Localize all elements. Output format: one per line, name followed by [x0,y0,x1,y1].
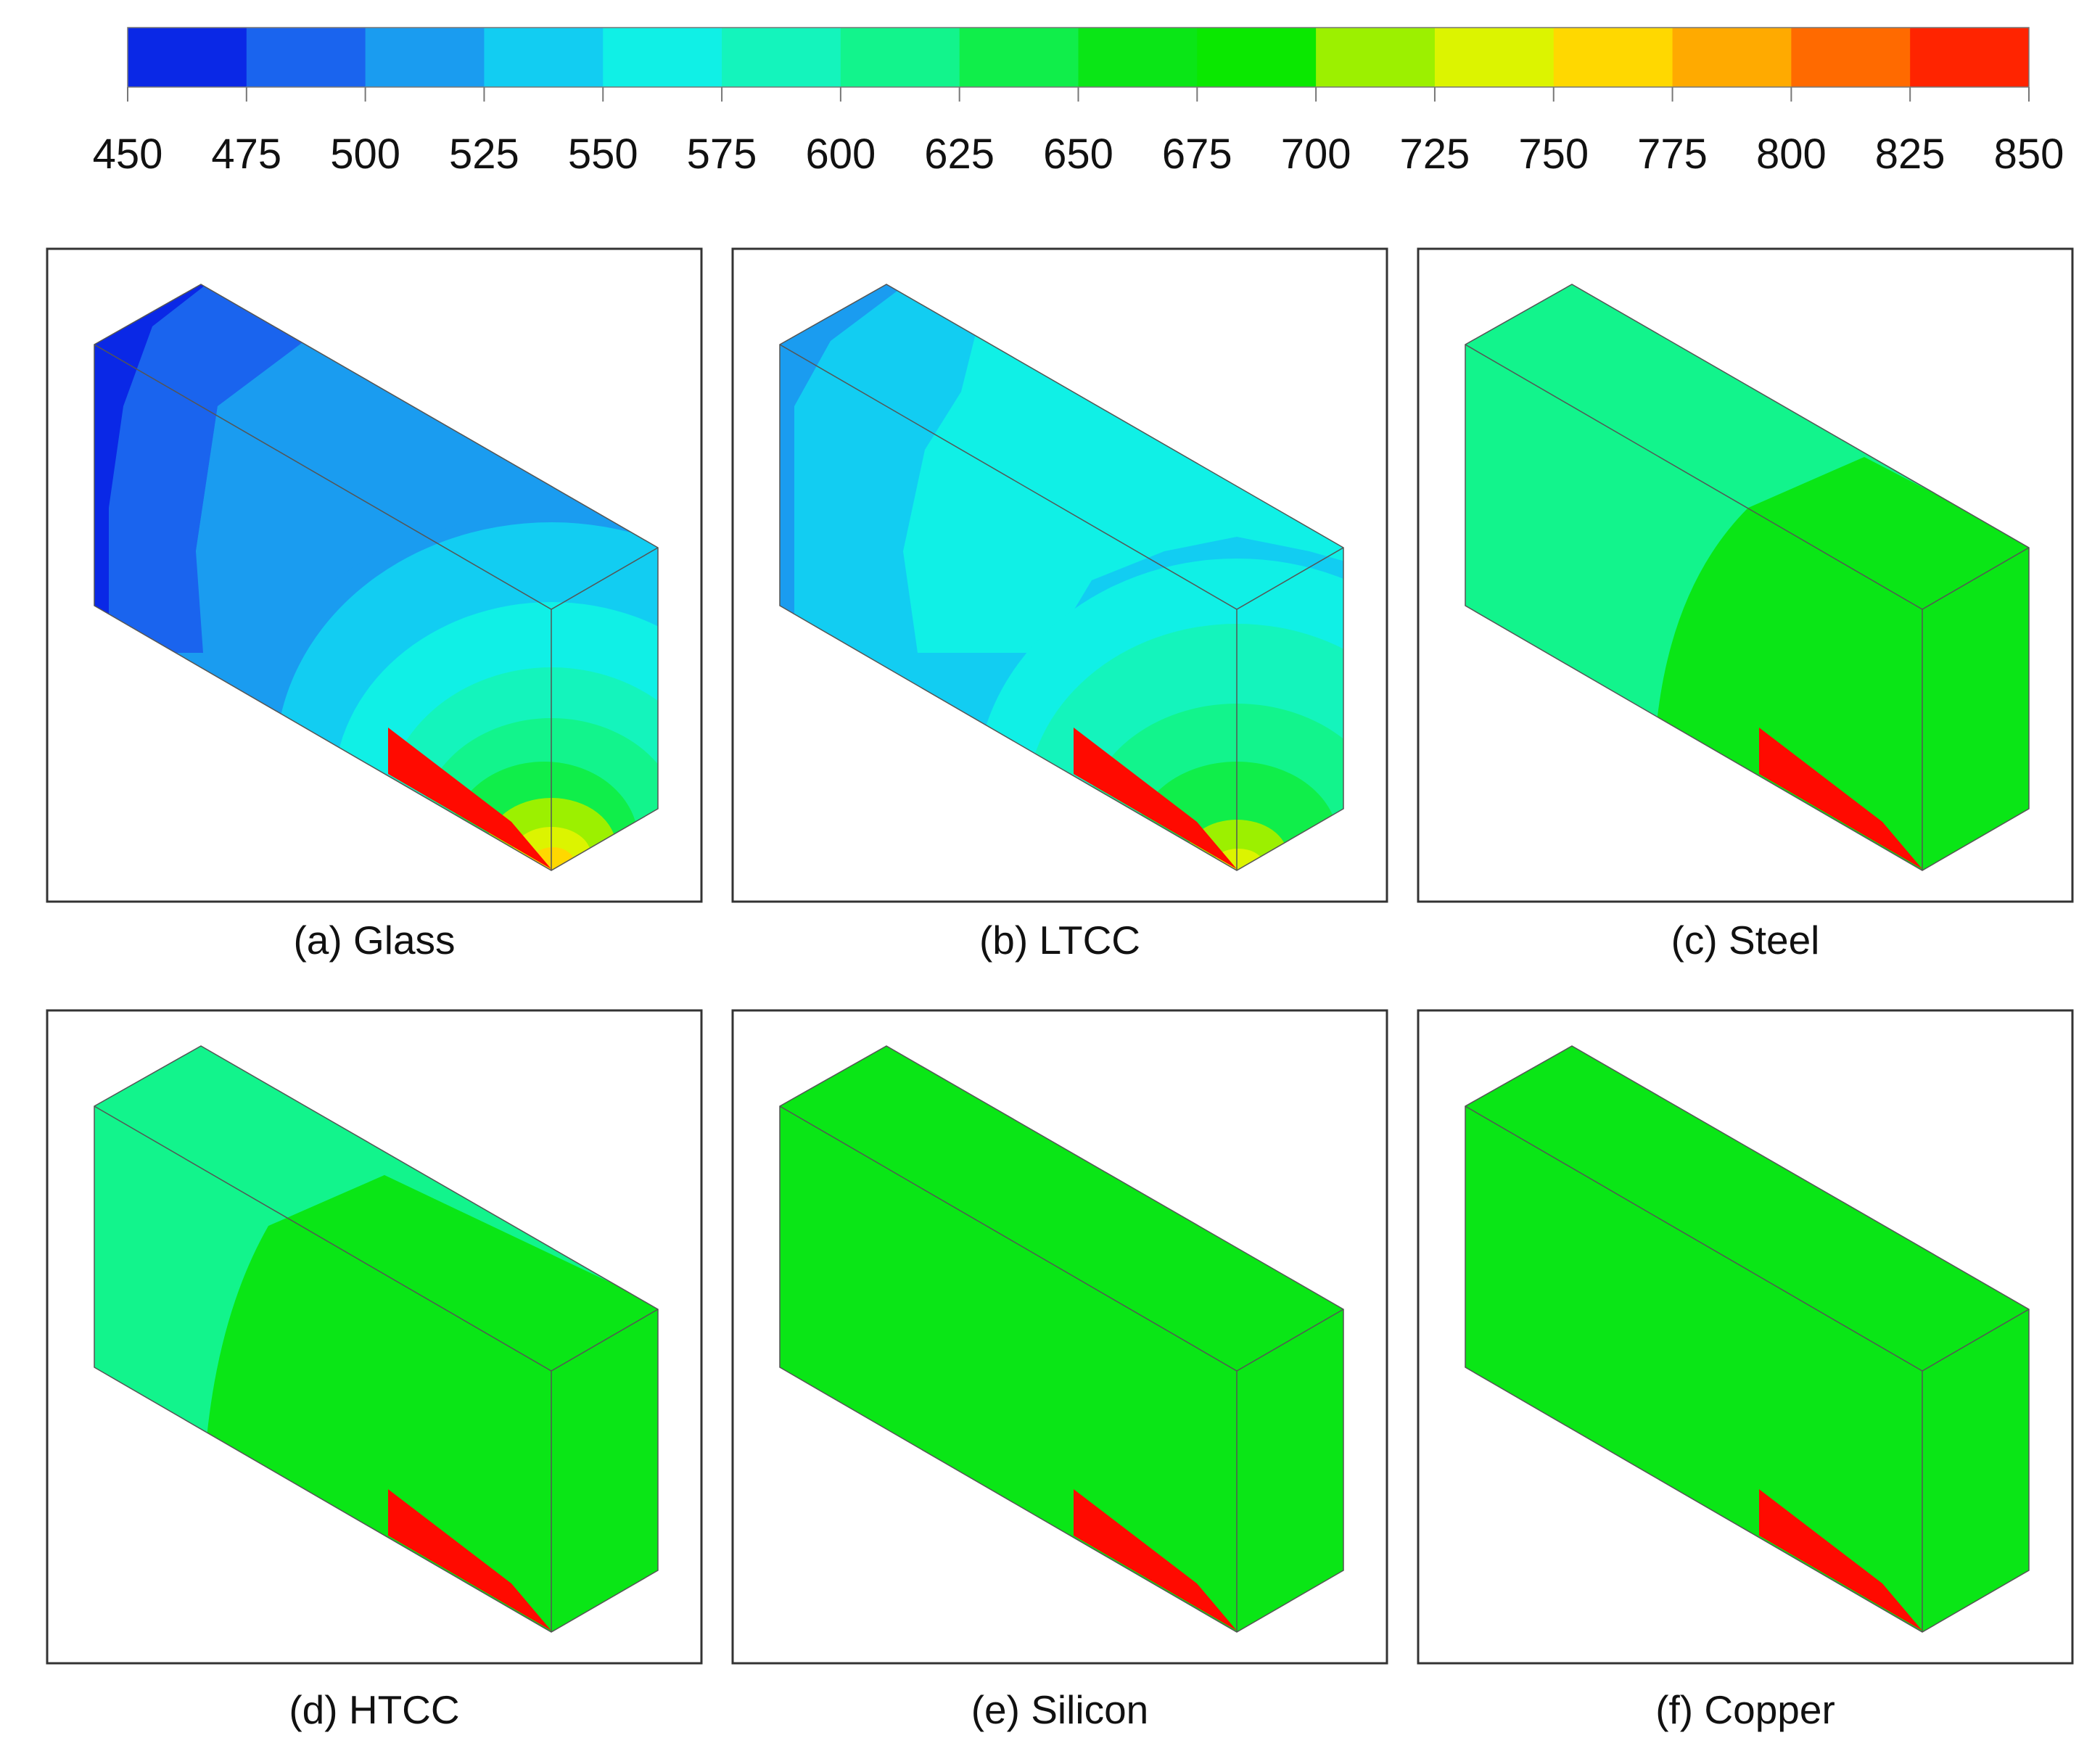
colorbar-tick-label: 525 [449,131,519,178]
colorbar-swatch [1197,28,1317,87]
colorbar-tick-label: 800 [1756,131,1827,178]
colorbar: 450 475 500 525 550 575 600 625 650 675 700 725 750 7… [93,27,2064,178]
colorbar-tick-label: 475 [211,131,281,178]
colorbar-swatch [1672,28,1792,87]
heater-region [1759,728,1922,869]
panel-htcc [46,1009,703,1665]
colorbar-tick-label: 850 [1994,131,2064,178]
panel-ltcc [731,247,1388,903]
panel-frame [1417,1009,2074,1665]
panel-steel [1417,247,2074,903]
colorbar-tick-label: 675 [1162,131,1232,178]
colorbar-swatch [722,28,841,87]
colorbar-tick-label: 550 [568,131,638,178]
colorbar-swatch [128,28,247,87]
colorbar-tick-label: 575 [687,131,757,178]
colorbar-tick-label: 500 [330,131,400,178]
panel-frame [46,1009,703,1665]
colorbar-swatch [1910,28,2030,87]
panel-frame [46,247,703,903]
colorbar-tick-label: 625 [924,131,995,178]
heater-region [1074,728,1237,869]
panel-frame [1417,247,2074,903]
caption-glass: (a) Glass [293,918,456,963]
panel-frame [731,247,1388,903]
colorbar-swatch [1434,28,1555,87]
heater-region [388,1489,551,1631]
colorbar-swatch [1791,28,1911,87]
colorbar-swatch [840,28,960,87]
colorbar-tick-label: 725 [1400,131,1470,178]
colorbar-swatch [246,28,366,87]
caption-ltcc: (b) LTCC [979,918,1141,963]
colorbar-swatch [365,28,485,87]
colorbar-swatch [484,28,604,87]
colorbar-swatch [603,28,722,87]
colorbar-tick-label: 700 [1281,131,1351,178]
caption-silicon: (e) Silicon [971,1687,1149,1732]
colorbar-tick-label: 750 [1518,131,1589,178]
colorbar-swatch [1316,28,1436,87]
colorbar-swatch [959,28,1079,87]
colorbar-tick-label: 600 [805,131,876,178]
caption-htcc: (d) HTCC [289,1687,460,1732]
panel-silicon [731,1009,1388,1665]
colorbar-swatch [1553,28,1673,87]
colorbar-tick-label: 825 [1875,131,1945,178]
colorbar-tick-label: 650 [1043,131,1113,178]
heater-region [388,728,551,869]
colorbar-tick-label: 775 [1637,131,1708,178]
heater-region [1074,1489,1237,1631]
caption-copper: (f) Copper [1655,1687,1835,1732]
panel-copper [1417,1009,2074,1665]
heater-region [1759,1489,1922,1631]
panel-frame [731,1009,1388,1665]
colorbar-tick-label: 450 [93,131,163,178]
colorbar-swatch [1078,28,1198,87]
caption-steel: (c) Steel [1671,918,1820,963]
panel-glass [46,247,703,903]
